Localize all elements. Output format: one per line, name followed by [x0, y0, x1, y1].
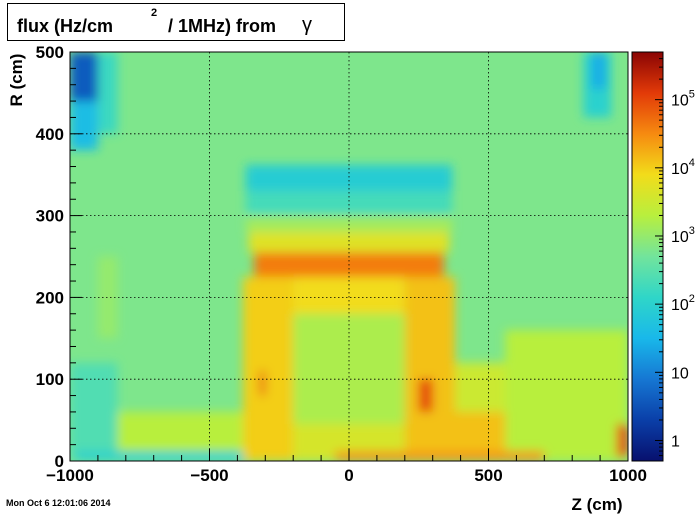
chart-title-superscript: 2: [151, 7, 158, 19]
y-tick-label: 200: [36, 288, 64, 307]
colorbar-tick-label: 102: [671, 293, 695, 314]
colorbar-tick-label: 104: [671, 157, 695, 178]
heatmap-region-3: [97, 52, 118, 134]
heatmap-region-24: [616, 424, 628, 457]
x-tick-label: −500: [190, 466, 228, 485]
x-axis-label: Z (cm): [572, 495, 623, 514]
heatmap-region-6: [70, 362, 118, 461]
y-tick-label: 300: [36, 207, 64, 226]
colorbar-tick-base: 1: [671, 433, 680, 450]
heatmap-region-21: [505, 330, 628, 461]
y-tick-label: 0: [55, 452, 64, 471]
chart-title-particle: γ: [302, 14, 312, 36]
heatmap-region-12: [248, 231, 450, 253]
colorbar-tick-exponent: 3: [689, 225, 695, 237]
chart-title-rest: / 1MHz) from: [168, 16, 276, 36]
heatmap-region-15: [404, 276, 456, 461]
axes: −1000 −500 0 500 1000 0 100 200 300 400 500: [36, 43, 647, 485]
colorbar: [631, 51, 664, 462]
heatmap-region-2: [70, 52, 98, 102]
x-tick-label: 0: [344, 466, 353, 485]
colorbar-tick-exponent: 2: [689, 293, 695, 305]
colorbar-tick-base: 10: [671, 297, 689, 314]
colorbar-tick-base: 10: [671, 161, 689, 178]
y-axis-label: R (cm): [7, 54, 26, 107]
grid-lines: [70, 52, 628, 461]
heatmap-region-25: [335, 451, 545, 461]
colorbar-tick-exponent: 5: [689, 89, 695, 101]
colorbar-tick-base: 10: [671, 229, 689, 246]
colorbar-tick-exponent: 4: [689, 157, 695, 169]
heatmap-region-10: [245, 191, 453, 216]
y-tick-label: 400: [36, 125, 64, 144]
colorbar-tick-label: 103: [671, 225, 695, 246]
x-tick-label: −1000: [46, 466, 94, 485]
heatmap-region-22: [259, 371, 266, 396]
y-tick-label: 100: [36, 370, 64, 389]
colorbar-tick-label: 10: [671, 365, 689, 382]
colorbar-tick-label: 1: [671, 433, 680, 450]
colorbar-tick-base: 10: [671, 93, 689, 110]
x-tick-label: 500: [474, 466, 502, 485]
heatmap-region-5: [591, 52, 606, 89]
y-tick-label: 500: [36, 43, 64, 62]
heatmap-region-7: [97, 256, 118, 339]
colorbar-tick-base: 10: [671, 365, 689, 382]
chart-title-box: flux (Hz/cm 2 / 1MHz) from γ: [7, 3, 345, 41]
heatmap-region-11: [245, 215, 453, 232]
heatmap-region-16: [293, 276, 405, 314]
heatmap-region-14: [242, 276, 294, 461]
timestamp: Mon Oct 6 12:01:06 2014: [6, 498, 111, 508]
x-tick-label: 1000: [609, 466, 647, 485]
chart-title-main: flux (Hz/cm: [17, 16, 114, 36]
colorbar-tick-label: 105: [671, 89, 695, 110]
heatmap-region-23: [418, 379, 433, 412]
